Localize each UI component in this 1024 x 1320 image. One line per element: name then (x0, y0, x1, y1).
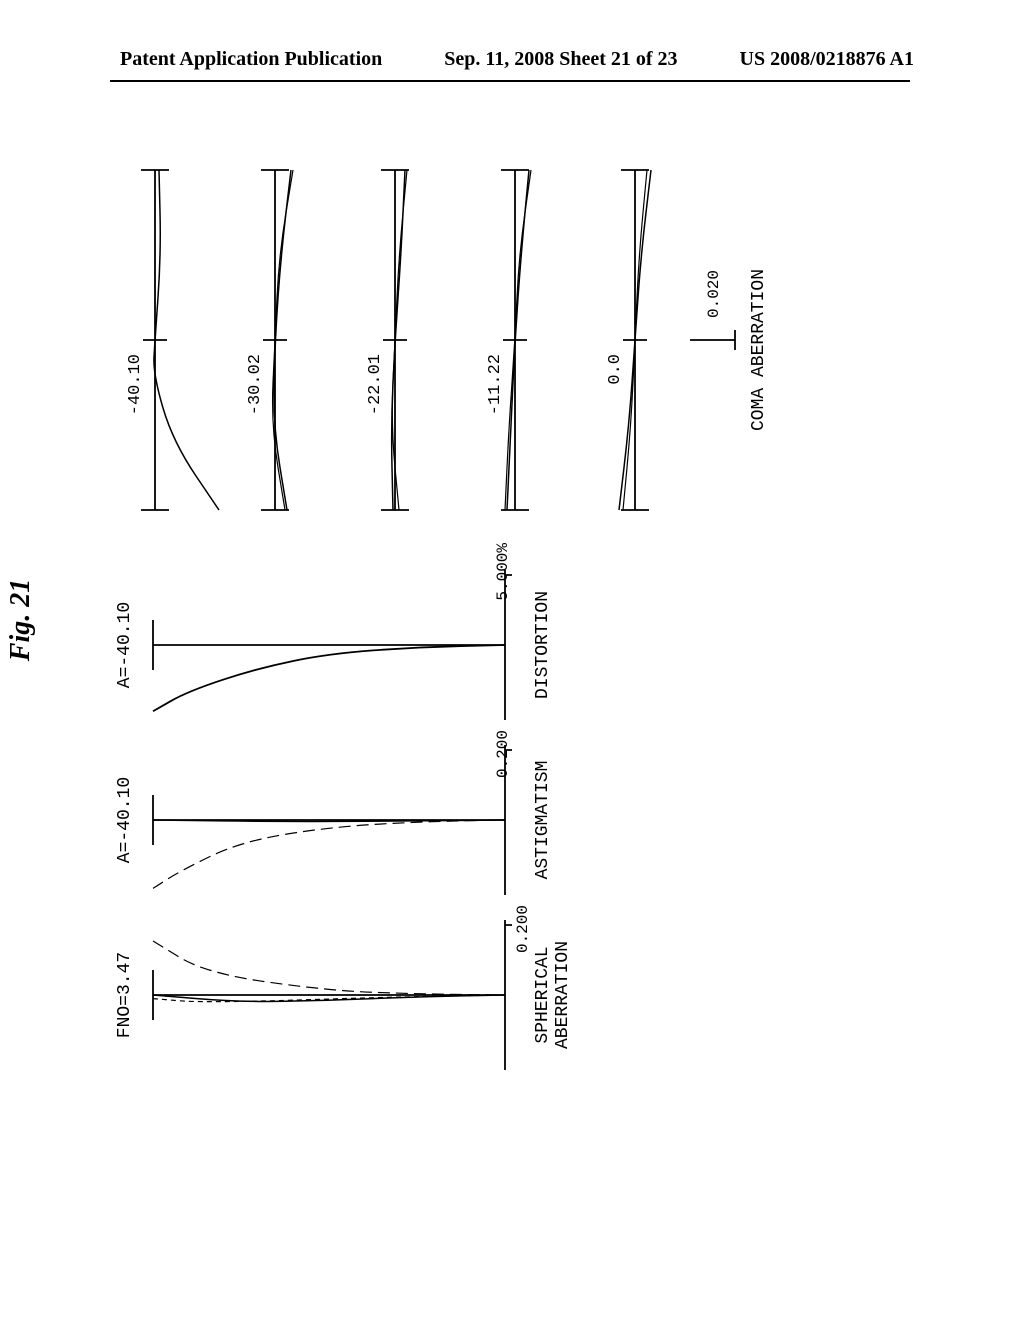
plot-distortion-header: A=-40.10 (115, 565, 135, 725)
plot-coma: -40.10 -30.02 -22.01 -11.22 0.0 0.020 COMA A… (105, 160, 785, 540)
plot-astigmatism: A=-40.10 0.200 ASTIGMATISM (115, 740, 554, 900)
figure-area: Fig. 21 FNO=3.47 0.200 SPHERICAL ABERRAT… (65, 220, 955, 1020)
plot-distortion-label: DISTORTION (534, 565, 554, 725)
plot-coma-svg: -40.10 -30.02 -22.01 -11.22 0.0 (105, 160, 745, 540)
plot-spherical-xtick: 0.200 (514, 905, 532, 953)
svg-text:-22.01: -22.01 (366, 354, 385, 415)
header-right: US 2008/0218876 A1 (740, 48, 914, 71)
plot-astigmatism-header: A=-40.10 (115, 740, 135, 900)
header-rule (110, 80, 910, 82)
header-left: Patent Application Publication (120, 48, 382, 71)
svg-text:-40.10: -40.10 (126, 354, 145, 415)
plot-spherical-svg (143, 915, 523, 1075)
plot-spherical: FNO=3.47 0.200 SPHERICAL ABERRATION (115, 915, 574, 1075)
header-center: Sep. 11, 2008 Sheet 21 of 23 (444, 48, 677, 71)
plot-spherical-header: FNO=3.47 (115, 915, 135, 1075)
plot-spherical-label: SPHERICAL ABERRATION (534, 915, 574, 1075)
plot-distortion-xtick: 5.000% (494, 543, 512, 601)
page-header: Patent Application Publication Sep. 11, … (0, 48, 1024, 71)
svg-text:-11.22: -11.22 (486, 354, 505, 415)
plot-distortion-svg (143, 565, 523, 725)
plot-astigmatism-label: ASTIGMATISM (534, 740, 554, 900)
plot-coma-yscale: 0.020 (705, 270, 723, 318)
plot-astigmatism-svg (143, 740, 523, 900)
plot-astigmatism-xtick: 0.200 (494, 730, 512, 778)
plot-coma-label: COMA ABERRATION (750, 160, 770, 540)
svg-text:-30.02: -30.02 (246, 354, 265, 415)
svg-text:0.0: 0.0 (606, 354, 625, 385)
plot-distortion: A=-40.10 5.000% DISTORTION (115, 565, 554, 725)
figure-title: Fig. 21 (5, 579, 37, 661)
